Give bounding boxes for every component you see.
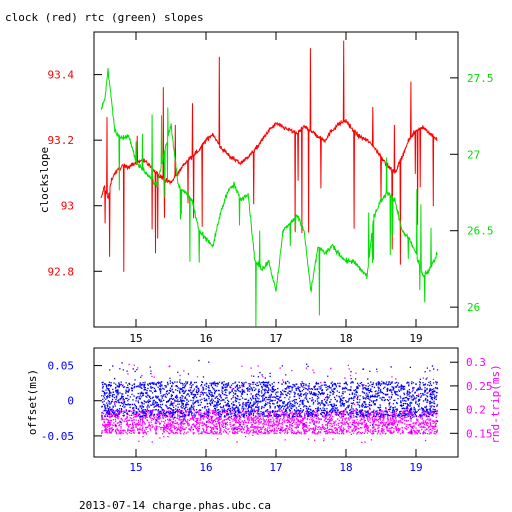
top-y-axis-label: clockslope: [38, 147, 51, 213]
bottom-x-axis: 15 16 17 18 19: [129, 449, 423, 474]
top-y-tick-label: 93.4: [48, 69, 75, 82]
top-series-group: [100, 40, 438, 327]
bottom-y2-tick-label: 0.2: [466, 404, 486, 417]
bottom-y-tick-label: -0.05: [41, 430, 74, 443]
top-y2-tick-label: 27.5: [467, 72, 494, 85]
top-left-axis: 92.8 93 93.2 93.4: [48, 69, 102, 278]
bottom-y2-axis-label: rnd-trip(ms): [489, 364, 502, 443]
bottom-x-tick-label: 18: [339, 461, 352, 474]
top-y2-tick-label: 26.5: [467, 225, 494, 238]
top-y2-tick-label: 26: [467, 301, 480, 314]
chart-title: clock (red) rtc (green) slopes: [5, 11, 204, 24]
bottom-x-tick-label: 19: [409, 461, 422, 474]
top-y2-tick-label: 27: [467, 148, 480, 161]
top-x-tick-label: 16: [199, 332, 212, 345]
bottom-scatter-group: [101, 359, 439, 443]
top-x-tick-label: 19: [409, 332, 422, 345]
bottom-x-tick-label: 16: [199, 461, 212, 474]
footer-caption: 2013-07-14 charge.phas.ubc.ca: [79, 499, 271, 512]
bottom-y2-tick-label: 0.25: [466, 380, 493, 393]
top-right-axis: 26 26.5 27 27.5: [450, 72, 494, 314]
bottom-panel: -0.05 0 0.05 0.15 0.2 0.25 0.3 15 16 17 18 19 off…: [26, 347, 502, 474]
bottom-y-tick-label: 0.05: [48, 360, 75, 373]
top-x-tick-label: 17: [269, 332, 282, 345]
top-y-tick-label: 93.2: [48, 134, 75, 147]
scatter-points-offset: [101, 359, 439, 434]
top-x-tick-label: 18: [339, 332, 352, 345]
top-y-tick-label: 93: [61, 200, 74, 213]
bottom-y-axis-label: offset(ms): [26, 369, 39, 435]
bottom-right-axis: 0.15 0.2 0.25 0.3: [450, 356, 493, 440]
bottom-left-axis: -0.05 0 0.05: [41, 360, 102, 443]
top-x-axis: 15 16 17 18 19: [129, 32, 423, 345]
series-line-rtc: [100, 68, 438, 327]
series-line-clock: [100, 40, 438, 272]
top-x-tick-label: 15: [129, 332, 142, 345]
top-plot-frame: [93, 31, 459, 328]
bottom-y2-tick-label: 0.15: [466, 427, 493, 440]
top-panel: 92.8 93 93.2 93.4 26 26.5 27 27.5 15 16 17 18 19 c…: [38, 31, 494, 345]
scatter-points-rnd-trip: [101, 363, 439, 443]
bottom-y-tick-label: 0: [67, 395, 74, 408]
bottom-y2-tick-label: 0.3: [466, 356, 486, 369]
bottom-x-tick-label: 15: [129, 461, 142, 474]
bottom-x-tick-label: 17: [269, 461, 282, 474]
top-y-tick-label: 92.8: [48, 265, 75, 278]
